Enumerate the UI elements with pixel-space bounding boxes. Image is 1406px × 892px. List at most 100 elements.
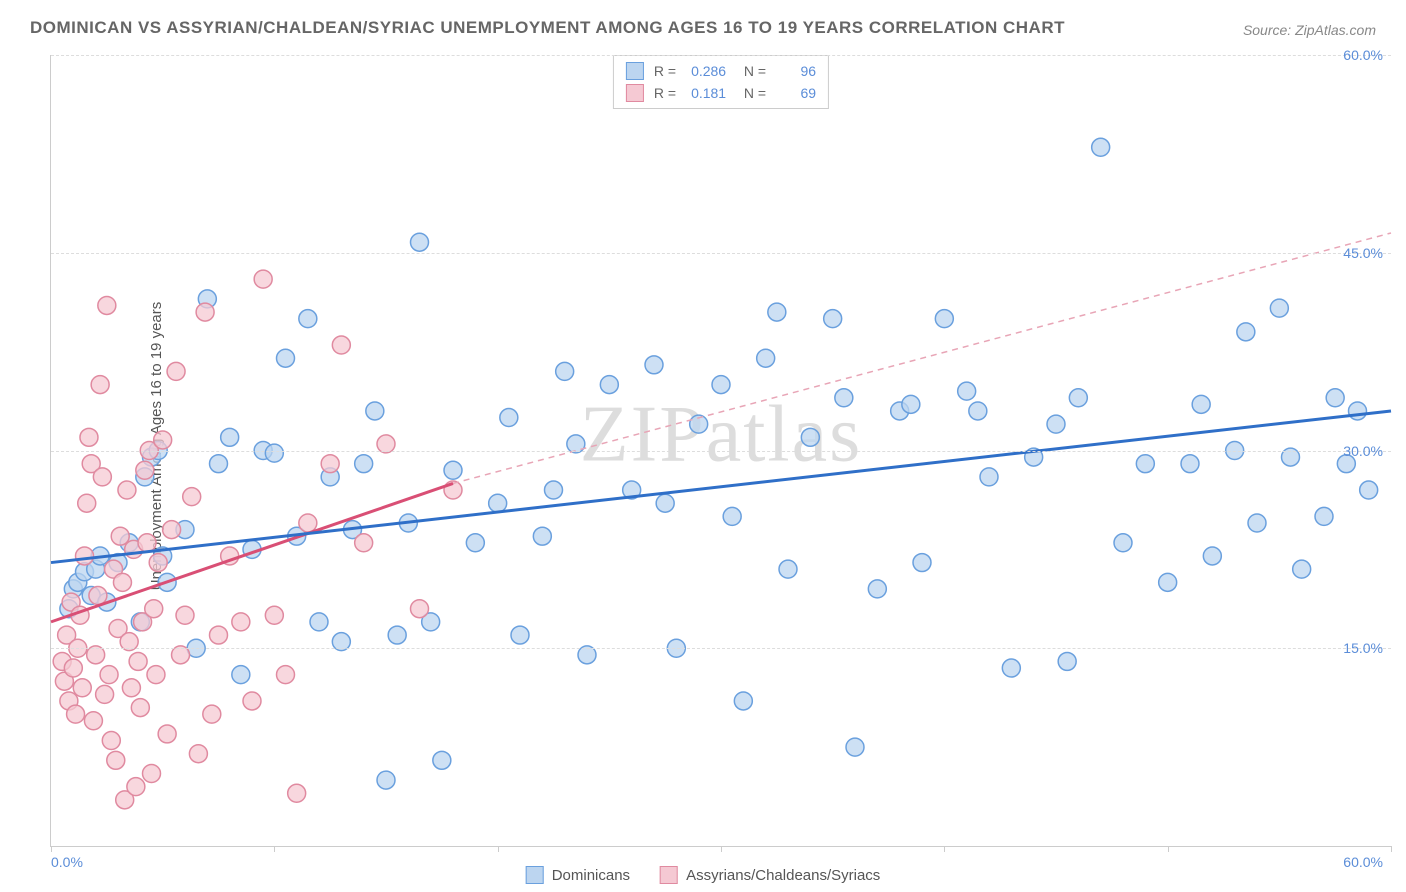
xtick	[944, 846, 945, 852]
n-value-dominicans: 96	[776, 63, 816, 79]
data-point	[96, 685, 114, 703]
data-point	[254, 270, 272, 288]
swatch-assyrians	[626, 84, 644, 102]
r-value-dominicans: 0.286	[686, 63, 726, 79]
data-point	[138, 534, 156, 552]
data-point	[1248, 514, 1266, 532]
data-point	[129, 652, 147, 670]
data-point	[902, 395, 920, 413]
data-point	[64, 659, 82, 677]
trend-line	[453, 233, 1391, 483]
data-point	[93, 468, 111, 486]
data-point	[1315, 507, 1333, 525]
data-point	[158, 725, 176, 743]
data-point	[1349, 402, 1367, 420]
source-attribution: Source: ZipAtlas.com	[1243, 22, 1376, 38]
data-point	[958, 382, 976, 400]
data-point	[801, 428, 819, 446]
data-point	[145, 600, 163, 618]
data-point	[511, 626, 529, 644]
data-point	[265, 606, 283, 624]
data-point	[122, 679, 140, 697]
data-point	[163, 521, 181, 539]
data-point	[868, 580, 886, 598]
data-point	[1092, 138, 1110, 156]
data-point	[189, 745, 207, 763]
data-point	[98, 296, 116, 314]
data-point	[127, 778, 145, 796]
data-point	[757, 349, 775, 367]
data-point	[935, 310, 953, 328]
gridline-h	[51, 451, 1391, 452]
xtick	[51, 846, 52, 852]
data-point	[1047, 415, 1065, 433]
data-point	[500, 409, 518, 427]
data-point	[310, 613, 328, 631]
data-point	[232, 613, 250, 631]
xtick-label: 60.0%	[1343, 854, 1383, 870]
legend-label-dominicans: Dominicans	[552, 867, 630, 884]
data-point	[1002, 659, 1020, 677]
xtick	[1391, 846, 1392, 852]
r-value-assyrians: 0.181	[686, 85, 726, 101]
data-point	[1159, 573, 1177, 591]
data-point	[78, 494, 96, 512]
trend-line	[51, 411, 1391, 563]
data-point	[969, 402, 987, 420]
data-point	[321, 455, 339, 473]
legend-swatch-dominicans	[526, 866, 544, 884]
stats-row-dominicans: R = 0.286 N = 96	[626, 60, 816, 82]
ytick-label: 15.0%	[1343, 640, 1383, 656]
data-point	[131, 699, 149, 717]
data-point	[203, 705, 221, 723]
data-point	[444, 461, 462, 479]
data-point	[1069, 389, 1087, 407]
data-point	[712, 376, 730, 394]
swatch-dominicans	[626, 62, 644, 80]
n-label: N =	[736, 63, 766, 79]
data-point	[656, 494, 674, 512]
data-point	[355, 534, 373, 552]
data-point	[183, 488, 201, 506]
data-point	[154, 431, 172, 449]
data-point	[76, 547, 94, 565]
data-point	[149, 554, 167, 572]
data-point	[210, 455, 228, 473]
data-point	[277, 349, 295, 367]
data-point	[243, 692, 261, 710]
legend-item-assyrians: Assyrians/Chaldeans/Syriacs	[660, 866, 880, 884]
data-point	[411, 600, 429, 618]
data-point	[221, 428, 239, 446]
gridline-h	[51, 253, 1391, 254]
data-point	[1270, 299, 1288, 317]
data-point	[84, 712, 102, 730]
n-value-assyrians: 69	[776, 85, 816, 101]
data-point	[147, 666, 165, 684]
data-point	[835, 389, 853, 407]
data-point	[1192, 395, 1210, 413]
data-point	[723, 507, 741, 525]
data-point	[288, 784, 306, 802]
data-point	[768, 303, 786, 321]
r-label: R =	[654, 85, 676, 101]
data-point	[102, 732, 120, 750]
data-point	[167, 362, 185, 380]
data-point	[1114, 534, 1132, 552]
data-point	[232, 666, 250, 684]
gridline-h	[51, 648, 1391, 649]
data-point	[196, 303, 214, 321]
legend-swatch-assyrians	[660, 866, 678, 884]
trend-line	[51, 483, 453, 621]
data-point	[265, 444, 283, 462]
data-point	[1181, 455, 1199, 473]
stats-row-assyrians: R = 0.181 N = 69	[626, 82, 816, 104]
ytick-label: 30.0%	[1343, 443, 1383, 459]
data-point	[118, 481, 136, 499]
data-point	[600, 376, 618, 394]
xtick	[274, 846, 275, 852]
data-point	[913, 554, 931, 572]
data-point	[80, 428, 98, 446]
data-point	[489, 494, 507, 512]
data-point	[113, 573, 131, 591]
data-point	[533, 527, 551, 545]
